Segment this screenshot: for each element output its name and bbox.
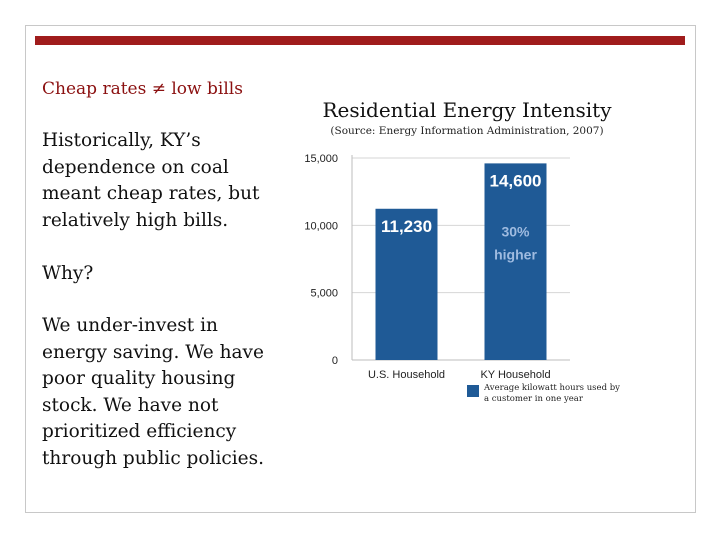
paragraph-why: Why? xyxy=(42,263,94,284)
chart-source: (Source: Energy Information Administrati… xyxy=(330,125,604,137)
y-tick-label: 10,000 xyxy=(304,220,338,232)
x-tick-label: KY Household xyxy=(480,369,550,381)
x-tick-label: U.S. Household xyxy=(368,369,445,381)
accent-bar xyxy=(35,36,685,45)
legend-swatch xyxy=(467,385,479,397)
bar-annotation: 30% xyxy=(501,223,530,239)
bar-u-s-household xyxy=(375,208,438,360)
bar-value-label: 14,600 xyxy=(490,171,542,190)
y-tick-label: 15,000 xyxy=(304,153,338,165)
chart-title: Residential Energy Intensity xyxy=(322,98,612,122)
paragraph-coal-history: Historically, KY’s dependence on coal me… xyxy=(42,130,260,231)
y-tick-label: 5,000 xyxy=(310,288,338,300)
bar-value-label: 11,230 xyxy=(381,217,432,236)
bar-ky-household xyxy=(484,163,547,360)
energy-intensity-chart: 0 5,000 10,000 15,000 11,230 U.S. Household 14… xyxy=(304,153,570,381)
slide-heading: Cheap rates ≠ low bills xyxy=(42,79,243,99)
bar-annotation: higher xyxy=(494,246,537,262)
y-tick-label: 0 xyxy=(332,355,338,367)
slide xyxy=(25,25,696,513)
legend-label: Average kilowatt hours used by a custome… xyxy=(484,383,620,404)
paragraph-under-invest: We under-invest in energy saving. We hav… xyxy=(42,315,264,469)
